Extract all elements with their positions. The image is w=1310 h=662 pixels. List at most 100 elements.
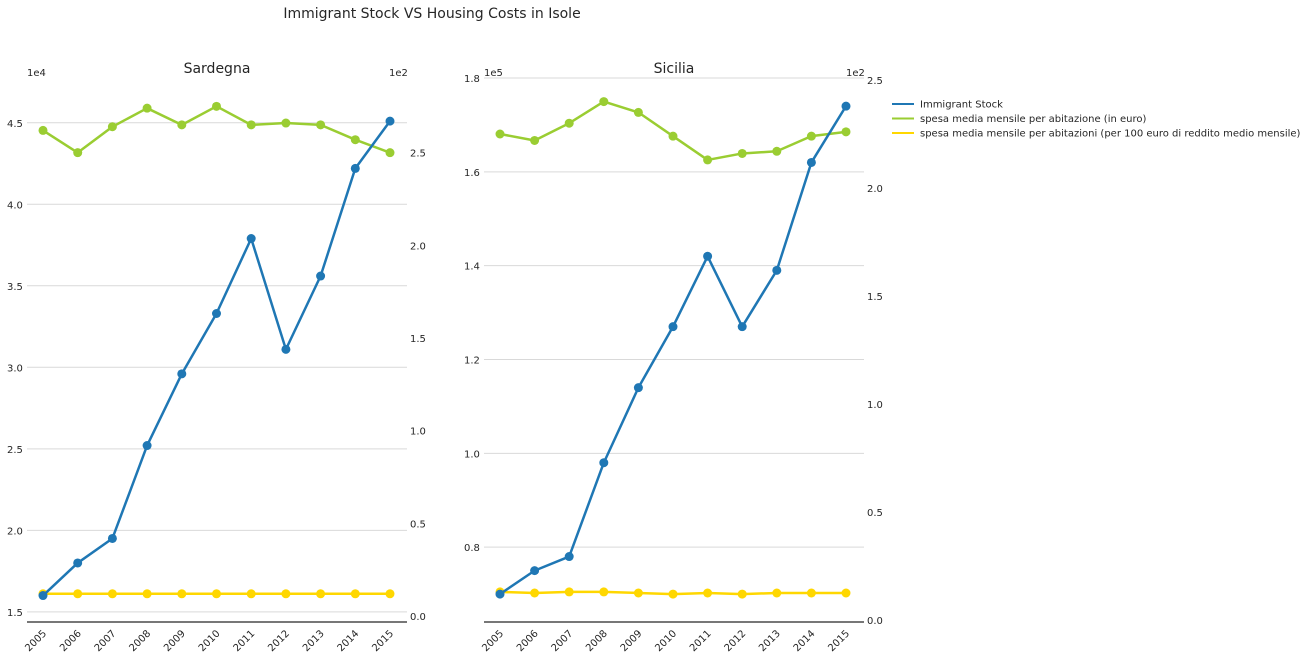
data-point [564, 552, 574, 562]
x-tick-label: 2013 [301, 628, 327, 654]
x-tick-labels: 2005 2006 2007 2008 2009 2010 2011 2012 2013 2014… [23, 628, 396, 654]
data-point [668, 322, 678, 332]
data-point [142, 589, 152, 599]
data-point [703, 251, 713, 261]
panel-title: Sardegna [184, 61, 251, 77]
x-tick-label: 2015 [370, 628, 396, 654]
series-0 [495, 101, 851, 599]
data-point [212, 589, 221, 599]
right-tick-label: 1.5 [410, 334, 426, 345]
left-tick-label: 1.4 [464, 262, 480, 273]
x-tick-label: 2012 [266, 628, 292, 654]
data-point [107, 589, 117, 599]
data-point [350, 135, 360, 145]
x-tick-label: 2009 [619, 628, 645, 654]
data-point [599, 587, 609, 597]
legend-item: Immigrant Stock [892, 100, 1003, 111]
data-point [316, 589, 326, 599]
x-tick-label: 2008 [127, 628, 153, 654]
panel-title: Sicilia [654, 61, 695, 77]
data-point [281, 344, 291, 354]
legend-label: Immigrant Stock [920, 100, 1003, 111]
data-point [177, 120, 187, 130]
data-point [737, 148, 747, 158]
data-point [495, 589, 505, 599]
left-tick-label: 1.0 [464, 449, 480, 460]
data-point [806, 131, 816, 141]
series-2 [495, 587, 851, 599]
x-tick-label: 2014 [792, 628, 818, 654]
x-tick-labels: 2005 2006 2007 2008 2009 2010 2011 2012 2013 2014… [480, 628, 852, 654]
x-tick-label: 2013 [757, 628, 783, 654]
left-axis-multiplier: 1e5 [484, 68, 503, 79]
data-point [806, 157, 816, 167]
data-point [350, 163, 360, 173]
data-point [246, 589, 256, 599]
data-point [530, 566, 540, 576]
gridlines [484, 77, 864, 548]
left-tick-label: 2.0 [7, 526, 23, 537]
x-tick-label: 2012 [723, 628, 749, 654]
legend-item: spesa media mensile per abitazioni (per … [892, 129, 1301, 140]
right-tick-label: 0.0 [410, 612, 426, 623]
x-tick-label: 2008 [584, 628, 610, 654]
left-tick-label: 4.0 [7, 200, 23, 211]
data-point [107, 122, 117, 132]
data-point [633, 383, 643, 393]
data-point [495, 129, 505, 139]
data-point [841, 588, 851, 598]
data-point [142, 441, 152, 451]
data-point [772, 146, 782, 156]
left-tick-label: 3.0 [7, 363, 23, 374]
left-tick-label: 1.6 [464, 168, 480, 179]
right-tick-labels: 0.0 0.5 1.0 1.5 2.0 2.5 [867, 76, 883, 627]
x-tick-label: 2007 [550, 628, 576, 654]
x-tick-label: 2006 [515, 628, 541, 654]
data-point [737, 589, 747, 599]
right-axis-multiplier: 1e2 [846, 68, 865, 79]
right-tick-label: 2.5 [867, 76, 883, 87]
data-point [806, 588, 816, 598]
left-tick-labels: 0.8 1.0 1.2 1.4 1.6 1.8 [464, 74, 480, 554]
data-point [350, 589, 360, 599]
panel-0: Sardegna 1.5 2.0 2.5 3.0 3.5 4.0 4.5 1e4 0.0 0.5 1.… [7, 61, 426, 654]
data-point [107, 533, 117, 543]
data-point [246, 234, 256, 244]
data-point [73, 589, 83, 599]
right-axis-multiplier: 1e2 [389, 68, 408, 79]
panel-1: Sicilia 0.8 1.0 1.2 1.4 1.6 1.8 1e5 0.0 0.5 1.0 1.5… [464, 61, 883, 654]
x-tick-label: 2009 [162, 628, 188, 654]
data-point [530, 135, 540, 145]
left-tick-label: 0.8 [464, 543, 480, 554]
left-tick-label: 1.8 [464, 74, 480, 85]
legend: Immigrant Stock spesa media mensile per a… [892, 100, 1301, 140]
data-point [668, 589, 678, 599]
data-point [177, 589, 187, 599]
right-tick-labels: 0.0 0.5 1.0 1.5 2.0 2.5 [410, 149, 426, 623]
data-point [668, 131, 678, 141]
data-point [564, 587, 574, 597]
right-tick-label: 1.5 [867, 292, 883, 303]
data-point [38, 591, 48, 601]
x-tick-label: 2010 [653, 628, 679, 654]
legend-label: spesa media mensile per abitazioni (per … [920, 129, 1301, 140]
data-point [73, 148, 83, 158]
x-tick-label: 2005 [480, 628, 506, 654]
x-tick-label: 2011 [232, 628, 258, 654]
data-point [281, 589, 291, 599]
data-point [385, 116, 395, 126]
data-point [772, 588, 782, 598]
data-point [212, 101, 221, 111]
left-tick-label: 3.5 [7, 282, 23, 293]
series-line [499, 100, 847, 162]
series-1 [495, 97, 851, 165]
data-point [841, 101, 851, 111]
data-point [633, 588, 643, 598]
panels: Sardegna 1.5 2.0 2.5 3.0 3.5 4.0 4.5 1e4 0.0 0.5 1.… [7, 61, 883, 654]
right-tick-label: 2.0 [410, 241, 426, 252]
data-point [246, 120, 256, 130]
left-tick-labels: 1.5 2.0 2.5 3.0 3.5 4.0 4.5 [7, 119, 23, 619]
data-point [385, 148, 395, 158]
